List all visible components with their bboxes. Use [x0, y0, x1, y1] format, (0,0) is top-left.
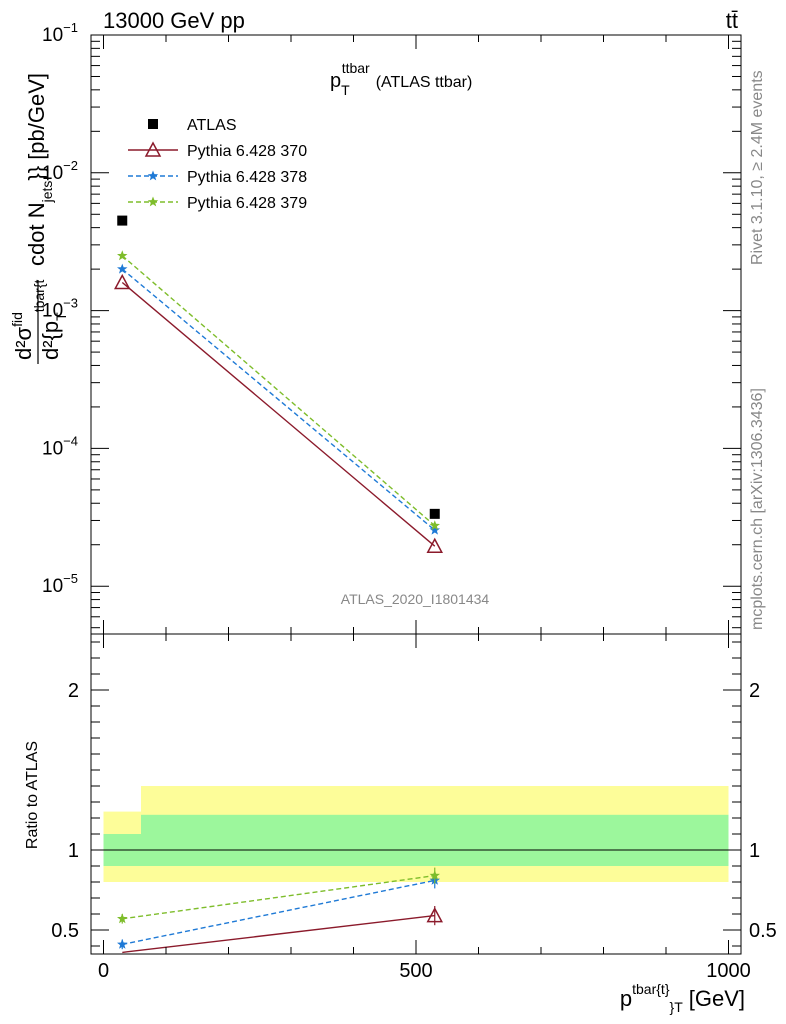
ratio-series [117, 867, 444, 954]
ratio-line-1 [122, 879, 435, 946]
legend-label: Pythia 6.428 379 [187, 195, 307, 212]
ratio-y-tick-label-right: 2 [749, 680, 760, 702]
x-tick-label: 500 [399, 960, 432, 982]
y-tick-label: 10−4 [42, 433, 78, 459]
ratio-line-2 [122, 874, 435, 920]
ylabel-den: d²{pTtbar{t [31, 279, 69, 360]
main-title: pTttbar(ATLAS ttbar) [330, 60, 472, 98]
x-tick-label: 1000 [706, 960, 751, 982]
ylabel-num: d²σfid [9, 312, 36, 360]
series-line-1 [121, 281, 436, 547]
legend-marker [147, 170, 159, 181]
data-point [117, 263, 128, 274]
y-tick-label: 10−1 [42, 20, 78, 46]
ratio-y-tick-label-right: 0.5 [749, 920, 777, 942]
legend-marker [144, 141, 162, 157]
data-point [429, 524, 440, 535]
data-point [429, 508, 440, 519]
y-tick-label: 10−3 [42, 296, 78, 322]
data-point [429, 520, 440, 531]
ratio-y-tick-label-left: 2 [68, 680, 79, 702]
main-series [113, 215, 444, 553]
ratio-point [429, 870, 440, 880]
mcplots-label: mcplots.cern.ch [arXiv:1306.3436] [749, 388, 766, 630]
legend-label: Pythia 6.428 370 [187, 143, 307, 160]
ratio-axis-ticks: 0.5 0.5 1 1 2 2 0 500 1000 [51, 634, 777, 982]
data-point [117, 250, 128, 261]
ratio-series-clip [117, 867, 444, 954]
main-ylabel: d²σfid d²{pTtbar{t cdot Njets}} [pb/GeV] [9, 73, 69, 364]
ratio-point [117, 913, 128, 924]
ratio-panel: 0.5 0.5 1 1 2 2 0 500 1000 Ratio to ATLAS ptbar{… [24, 633, 777, 1015]
main-panel: 10−5 10−4 10−3 10−2 10−1 pTttbar(ATLAS ttbar… [9, 20, 742, 635]
analysis-label: ATLAS_2020_I1801434 [341, 591, 490, 607]
legend-marker [148, 119, 158, 129]
ratio-y-tick-label-right: 1 [749, 840, 760, 862]
legend: ATLAS Pythia 6.428 370 Pythia 6.428 378 Pyt… [128, 117, 307, 212]
ratio-point [117, 938, 128, 949]
data-point [113, 273, 131, 290]
ratio-y-tick-label-left: 1 [68, 840, 79, 862]
legend-label: Pythia 6.428 378 [187, 169, 307, 186]
ylabel-rest: cdot Njets}} [pb/GeV] [24, 73, 55, 266]
data-point [117, 215, 128, 226]
ratio-uncertainty-bands [91, 786, 741, 882]
ratio-y-tick-label-left: 0.5 [51, 920, 79, 942]
ratio-line-0 [122, 914, 435, 954]
y-tick-label: 10−5 [42, 571, 78, 597]
beam-label: 13000 GeV pp [103, 8, 245, 33]
data-point [426, 537, 444, 553]
ratio-ylabel: Ratio to ATLAS [24, 741, 41, 849]
series-line-2 [121, 268, 436, 531]
series-line-3 [121, 255, 436, 527]
legend-label: ATLAS [187, 117, 237, 134]
rivet-label: Rivet 3.1.10, ≥ 2.4M events [749, 70, 766, 265]
y-tick-label: 10−2 [42, 158, 78, 184]
main-axis-ticks: 10−5 10−4 10−3 10−2 10−1 [42, 20, 741, 634]
inner-band [141, 814, 729, 866]
ratio-point [426, 907, 444, 923]
xlabel: ptbar{t}}T [GeV] [620, 981, 745, 1015]
process-label: tt̄ [726, 8, 738, 33]
x-tick-label: 0 [98, 960, 109, 982]
legend-marker [147, 196, 159, 207]
